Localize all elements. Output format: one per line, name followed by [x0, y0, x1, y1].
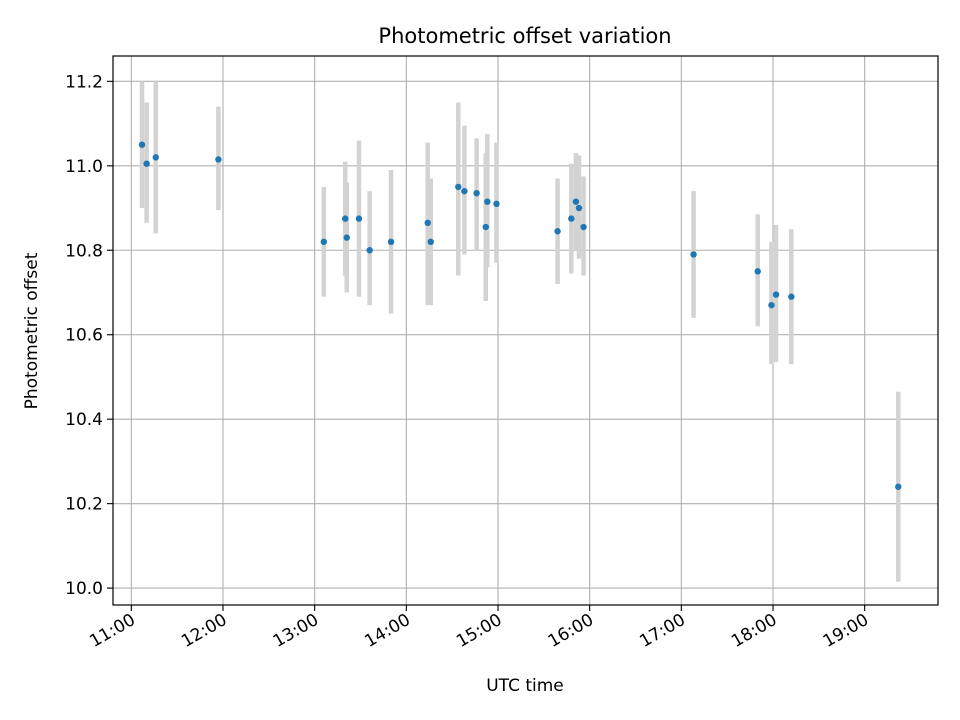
y-tick-label: 10.2 [65, 495, 103, 515]
y-axis-ticks: 10.0 10.2 10.4 10.6 10.8 11.0 11.2 [65, 72, 113, 599]
y-tick-label: 10.0 [65, 579, 103, 599]
data-point [895, 483, 902, 490]
plot-area-frame [112, 55, 939, 606]
chart-title: Photometric offset variation [378, 24, 671, 48]
data-point [320, 238, 328, 246]
data-point [427, 238, 434, 246]
data-point [575, 204, 583, 212]
data-point [138, 141, 146, 148]
data-point [580, 223, 587, 231]
data-point [484, 198, 491, 205]
data-point [554, 228, 561, 235]
y-tick-label: 11.0 [65, 157, 103, 177]
data-point [461, 187, 468, 195]
data-point [772, 291, 780, 298]
grid-lines [113, 56, 938, 605]
data-point [355, 215, 363, 222]
data-point [473, 190, 480, 197]
data-point [482, 223, 489, 231]
data-point [690, 251, 697, 258]
x-axis-label: UTC time [486, 676, 564, 696]
data-point [568, 215, 575, 222]
data-point [788, 293, 795, 300]
y-tick-label: 10.8 [65, 241, 103, 261]
y-axis-label: Photometric offset [22, 252, 42, 409]
data-point [424, 219, 431, 227]
data-point [768, 301, 775, 309]
data-point [455, 183, 462, 191]
data-point [493, 200, 500, 208]
y-tick-label: 10.6 [65, 326, 103, 346]
data-point [342, 215, 349, 222]
y-tick-label: 10.4 [65, 410, 103, 430]
data-point [387, 238, 395, 246]
data-points [138, 141, 902, 490]
data-point [754, 268, 761, 275]
data-point [152, 154, 159, 161]
y-tick-label: 11.2 [65, 72, 103, 92]
data-point [143, 160, 150, 167]
data-point [572, 198, 580, 205]
data-point [215, 156, 222, 163]
data-point [366, 247, 373, 254]
data-point [343, 234, 350, 241]
